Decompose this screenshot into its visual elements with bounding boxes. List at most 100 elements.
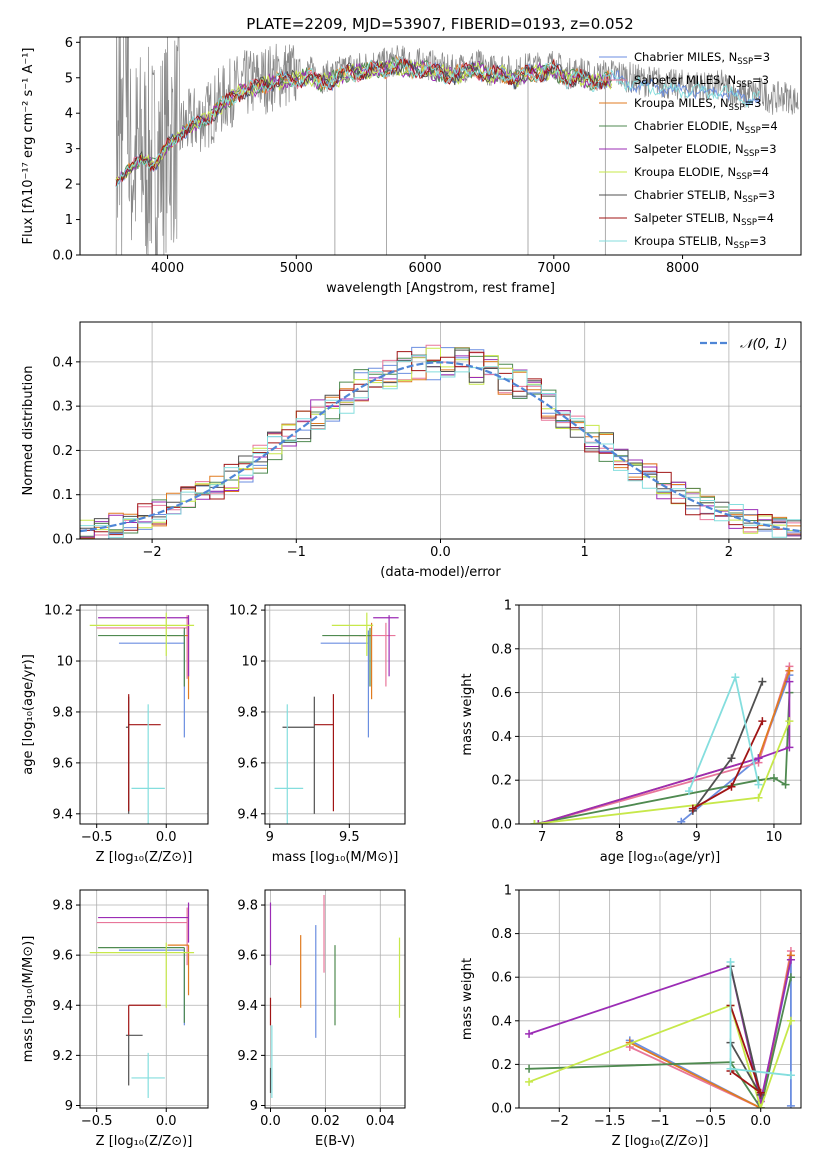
age-vs-mass-plot-area [265,605,405,824]
legend-entry: Kroupa STELIB, NSSP=3 [634,234,766,251]
mass-weight-vs-Z-xtick-label: −0.5 [695,1114,727,1129]
age-vs-mass-xtick-label: 9 [266,830,274,845]
weight-marker [785,677,794,686]
weight-marker [677,817,686,824]
mass-weight-vs-age-ytick-label: 0.8 [491,642,512,657]
legend-label: Salpeter ELODIE, N [634,142,744,156]
mass-vs-ebv-frame [264,889,406,1109]
mass-weight-vs-Z-xtick-label: −1 [650,1114,669,1129]
age-vs-Z-ytick-label: 10.2 [44,604,73,619]
legend-tail: =3 [752,73,769,87]
residuals-ytick-label: 0.0 [52,533,73,548]
mass-weight-vs-age-xtick-label: 9 [693,830,701,845]
mass-vs-Z-ytick-label: 9.6 [52,949,73,964]
model-spectrum [115,56,761,188]
age-vs-mass-ytick-label: 10 [241,655,258,670]
legend-tail: =4 [757,211,774,225]
weight-marker [786,1071,795,1080]
legend-entry: Kroupa MILES, NSSP=3 [634,96,761,113]
mass-vs-ebv-ytick-label: 9.8 [237,899,258,914]
legend-label: Chabrier MILES, N [634,50,737,64]
mass-vs-ebv-xtick-label: 0.0 [260,1114,281,1129]
mass-weight-vs-Z-marks [525,947,795,1108]
weight-line [538,670,791,824]
weight-line [528,1004,792,1108]
legend-label: Salpeter STELIB, N [634,211,741,225]
weight-marker [758,717,767,726]
legend-entry: Chabrier ELODIE, NSSP=4 [634,119,778,136]
mass-vs-ebv-ytick-label: 9.2 [237,1049,258,1064]
model-spectrum [115,56,613,187]
age-vs-Z-ytick-label: 9.4 [52,807,73,822]
residuals-ytick-label: 0.3 [52,400,73,415]
legend-tail: =3 [753,50,770,64]
age-vs-mass-marks [274,612,399,824]
mass-weight-vs-age-plot-area [519,604,801,825]
normal-curve [80,361,801,533]
legend-label: Kroupa MILES, N [634,96,729,110]
age-vs-mass-ytick-label: 9.6 [237,756,258,771]
spectrum-ytick-label: 4 [65,107,73,122]
legend-label: Kroupa ELODIE, N [634,165,736,179]
mass-vs-ebv-ytick-label: 9.4 [237,999,258,1014]
weight-marker [525,1077,534,1086]
age-vs-mass-xtick-label: 9.5 [339,830,360,845]
spectrum-xtick-label: 7000 [537,261,570,276]
age-vs-mass-frame [264,604,406,825]
mass-weight-vs-age-xtick-label: 8 [615,830,623,845]
mass-vs-Z-ytick-label: 9.4 [52,999,73,1014]
spectrum-ytick-label: 5 [65,71,73,86]
legend-entry: Salpeter ELODIE, NSSP=3 [634,142,777,159]
spectrum-ylabel: Flux [fλ10⁻¹⁷ erg cm⁻² s⁻¹ A⁻¹] [21,48,36,245]
mass-weight-vs-Z-xlabel: Z [log₁₀(Z/Z⊙)] [612,1134,709,1149]
residuals-xtick-label: 0.0 [430,545,451,560]
mass-vs-ebv-marks [269,895,401,1098]
spectrum-frame [79,36,802,256]
age-vs-Z-ylabel: age [log₁₀(age/yr)] [21,654,36,775]
age-vs-mass-ytick-label: 9.8 [237,705,258,720]
legend-entry: Kroupa ELODIE, NSSP=4 [634,165,769,182]
mass-vs-Z-marks [89,902,195,1098]
weight-marker [756,1104,765,1108]
age-vs-mass-ytick-label: 10.2 [229,604,258,619]
age-vs-Z-ytick-label: 9.8 [52,705,73,720]
mass-vs-Z-ytick-label: 9.8 [52,899,73,914]
age-vs-Z-ytick-label: 9.6 [52,756,73,771]
weight-marker [726,1064,735,1073]
model-spectrum [115,55,612,185]
weight-marker [785,666,794,675]
age-vs-Z-marks [89,612,195,824]
legend-tail: =4 [761,119,778,133]
spectrum-xtick-label: 5000 [280,261,313,276]
legend-tail: =4 [752,165,769,179]
weight-marker [758,677,767,686]
weight-marker [754,754,763,763]
weight-marker [786,973,795,982]
mass-weight-vs-age-ytick-label: 0.0 [491,818,512,833]
panel-residuals: 𝒩(0, 1) −2 −1 0.0 1 2 0.0 0.1 0.2 0.3 0.4 (data-mod… [21,321,802,580]
legend-subscript: SSP [736,80,752,90]
mass-vs-Z-xtick-label: −0.5 [81,1114,113,1129]
panel-age-vs-mass: 9 9.5 9.4 9.6 9.8 10 10.2 mass [log₁₀(M/M⊙)] [229,604,406,865]
weight-marker [726,957,735,966]
mass-vs-ebv-xtick-label: 0.02 [311,1114,340,1129]
spectrum-ytick-label: 6 [65,36,73,51]
mass-weight-vs-Z-xtick-label: −2 [550,1114,569,1129]
mass-weight-vs-age-ytick-label: 0.6 [491,686,512,701]
weight-marker [525,1029,534,1038]
panel-mass-weight-vs-age: 7 8 9 10 0.0 0.2 0.4 0.6 0.8 1 age [log₁₀(age/yr)]… [460,599,802,865]
residuals-xtick-label: −2 [143,545,162,560]
mass-weight-vs-Z-ytick-label: 0.8 [491,927,512,942]
spectrum-xtick-label: 8000 [666,261,699,276]
spectrum-xtick-label: 4000 [151,261,184,276]
residual-histogram [80,351,801,536]
legend-subscript: SSP [742,195,758,205]
mass-weight-vs-Z-ytick-label: 0.4 [491,1014,512,1029]
panel-mass-vs-ebv: 0.0 0.02 0.04 9 9.2 9.4 9.6 9.8 E(B-V) [237,889,406,1149]
residuals-xtick-label: 2 [725,545,733,560]
mass-vs-Z-frame [79,889,209,1109]
mass-weight-vs-age-ytick-label: 1 [504,599,512,614]
legend-label: Chabrier STELIB, N [634,188,742,202]
mass-weight-vs-Z-ytick-label: 0.6 [491,971,512,986]
